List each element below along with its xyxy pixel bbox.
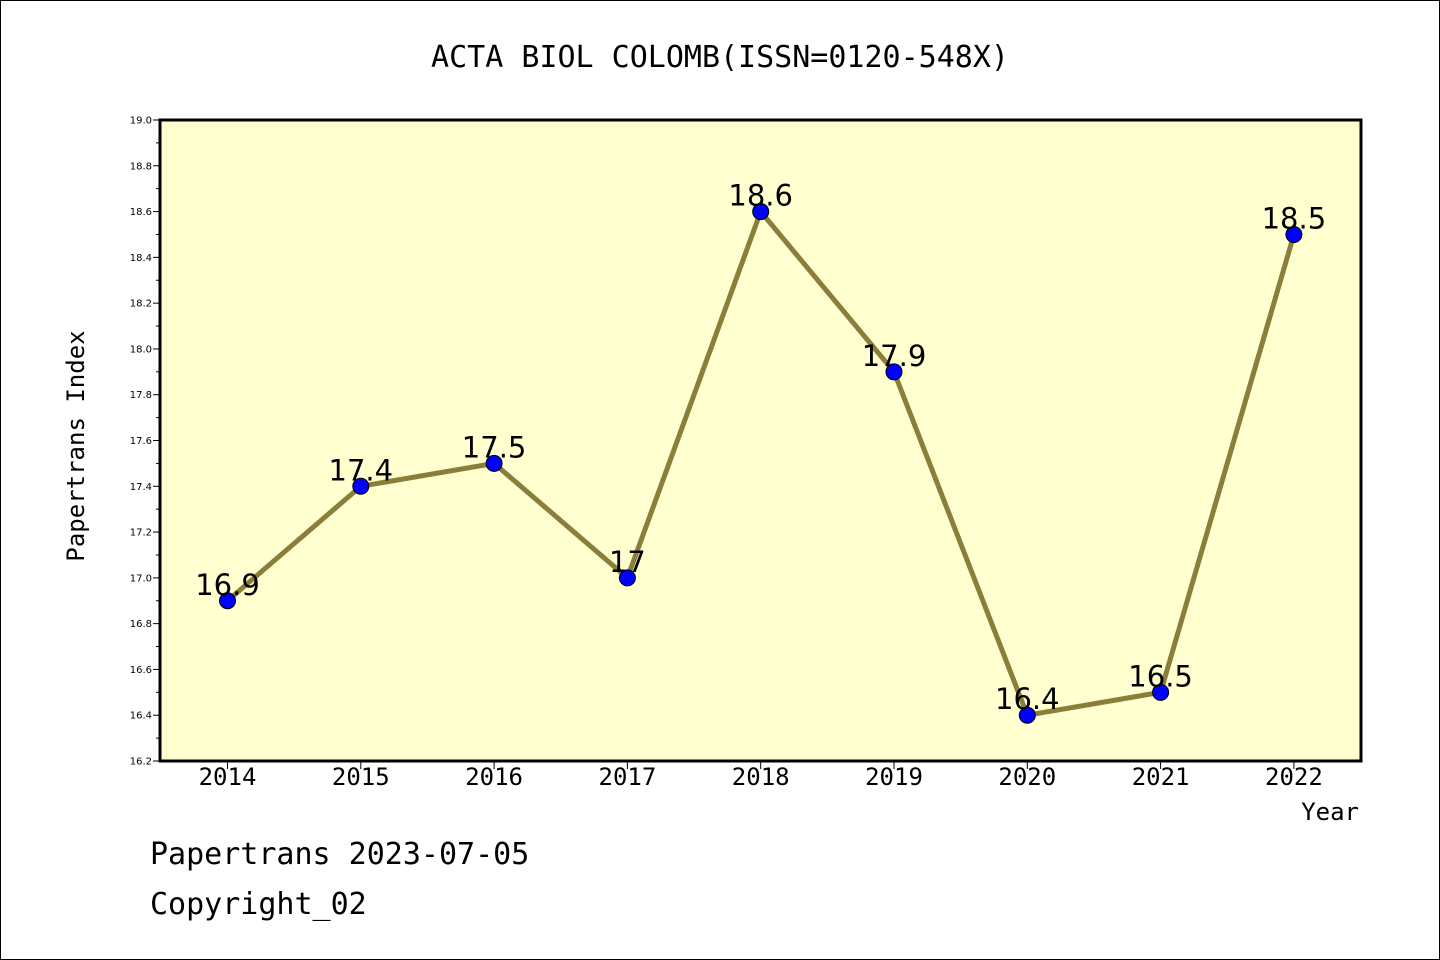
- data-label: 16.5: [1128, 659, 1193, 693]
- data-point: [618, 569, 636, 587]
- data-point: [752, 203, 770, 221]
- x-tick-label: 2017: [599, 763, 657, 791]
- data-point: [1018, 706, 1036, 724]
- series-group: 16.9 17.4 17.5 17 18.6 17.9 16.4 16.5 18.5: [195, 179, 1326, 724]
- y-tick-label: 16.2: [130, 757, 152, 768]
- x-tick-label: 2021: [1132, 763, 1190, 791]
- data-label: 16.9: [195, 568, 260, 602]
- y-tick-label: 18.4: [130, 253, 152, 264]
- y-tick-label: 17.4: [130, 482, 152, 493]
- data-label: 17.5: [462, 430, 527, 464]
- x-tick-label: 2015: [332, 763, 390, 791]
- y-tick-label: 18.2: [130, 299, 152, 310]
- x-tick-label: 2020: [998, 763, 1056, 791]
- y-tick-label: 16.4: [130, 711, 152, 722]
- footer-date: Papertrans 2023-07-05: [150, 837, 529, 872]
- data-label: 18.6: [728, 179, 793, 213]
- x-axis-label: Year: [1301, 798, 1359, 826]
- y-tick-label: 17.6: [130, 436, 152, 447]
- y-tick-label: 18.8: [130, 161, 152, 172]
- data-label: 16.4: [995, 682, 1060, 716]
- y-tick-label: 18.0: [130, 344, 152, 355]
- x-tick-label: 2019: [865, 763, 923, 791]
- data-point: [352, 477, 370, 495]
- data-point: [219, 592, 236, 610]
- data-point: [485, 454, 503, 472]
- x-tick-label: 2018: [732, 763, 790, 791]
- data-label: 17.9: [862, 339, 927, 373]
- y-tick-label: 17.8: [130, 390, 152, 401]
- y-tick-label: 17.2: [130, 528, 152, 539]
- y-tick-label: 17.0: [130, 573, 152, 584]
- y-axis: 16.2 16.4 16.6 16.8 17.0 17.2 17.4 17.6 17.8 18.0…: [130, 116, 160, 768]
- y-tick-label: 18.6: [130, 207, 152, 218]
- data-point: [1152, 683, 1170, 701]
- footer-copyright: Copyright_02: [150, 887, 367, 922]
- x-tick-label: 2016: [465, 763, 523, 791]
- data-label: 17: [609, 545, 646, 579]
- data-point: [1285, 225, 1303, 243]
- data-label: 18.5: [1262, 201, 1327, 235]
- chart-title: ACTA BIOL COLOMB(ISSN=0120-548X): [431, 40, 1009, 75]
- y-tick-label: 16.6: [130, 665, 152, 676]
- plot-area: [158, 118, 1363, 763]
- data-point: [885, 363, 903, 381]
- x-tick-label: 2022: [1265, 763, 1323, 791]
- y-axis-label: Papertrans Index: [62, 330, 90, 561]
- data-label: 17.4: [329, 453, 394, 487]
- y-tick-label: 16.8: [130, 619, 152, 630]
- x-tick-label: 2014: [199, 763, 257, 791]
- y-tick-label: 19.0: [130, 116, 152, 127]
- x-axis: 2014 2015 2016 2017 2018 2019 2020 2021 2022: [199, 761, 1323, 791]
